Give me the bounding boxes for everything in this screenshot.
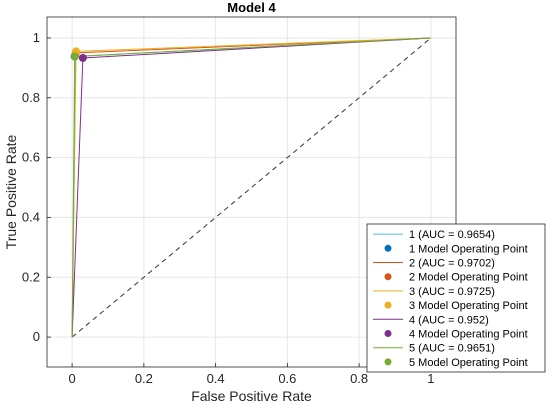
legend-label-curve-3: 3 (AUC = 0.9725) [409,286,495,298]
reference-line-group [71,37,432,338]
x-tick-label: 0.8 [350,371,368,386]
legend-label-point-4: 4 Model Operating Point [409,329,528,341]
plot-area-border [46,16,457,368]
axis-ticks: 0 0.2 0.4 0.6 0.8 1 0 0.2 0.4 0.6 0.8 1 [22,30,435,386]
x-tick-label: 0.4 [207,371,225,386]
x-axis-label: False Positive Rate [191,388,312,404]
x-tick-label: 0.2 [135,371,153,386]
series-group [70,37,431,338]
legend-label-point-1: 1 Model Operating Point [409,243,528,255]
chance-reference-line [71,37,432,338]
legend-dot-swatch-4 [384,330,392,337]
legend-label-point-2: 2 Model Operating Point [409,272,528,284]
chart-title: Model 4 [227,0,276,15]
legend-label-point-5: 5 Model Operating Point [409,357,528,369]
legend-label-curve-5: 5 (AUC = 0.9651) [409,343,495,355]
legend-dot-swatch-2 [384,273,392,281]
legend-label-curve-4: 4 (AUC = 0.952) [409,314,489,326]
y-axis-label: True Positive Rate [3,134,19,249]
y-tick-label: 0.8 [22,90,40,105]
x-tick-label: 0.6 [278,371,296,386]
x-tick-label: 1 [427,371,434,386]
legend-label-curve-2: 2 (AUC = 0.9702) [409,258,495,270]
y-tick-label: 0.2 [22,269,40,284]
operating-point-5 [70,52,79,61]
legend-dot-swatch-3 [384,301,392,309]
legend-dot-swatch-5 [384,358,392,366]
y-tick-label: 0.6 [22,150,40,165]
x-tick-label: 0 [68,371,75,386]
y-tick-label: 1 [33,30,40,45]
operating-point-4 [78,53,87,62]
legend-label-curve-1: 1 (AUC = 0.9654) [409,229,495,241]
legend-label-point-3: 3 Model Operating Point [409,300,528,312]
legend-dot-swatch-1 [384,244,392,252]
grid [47,17,456,367]
legend: 1 (AUC = 0.9654) 1 Model Operating Point 2… [366,223,546,373]
y-tick-label: 0.4 [22,209,40,224]
y-tick-label: 0 [33,329,40,344]
